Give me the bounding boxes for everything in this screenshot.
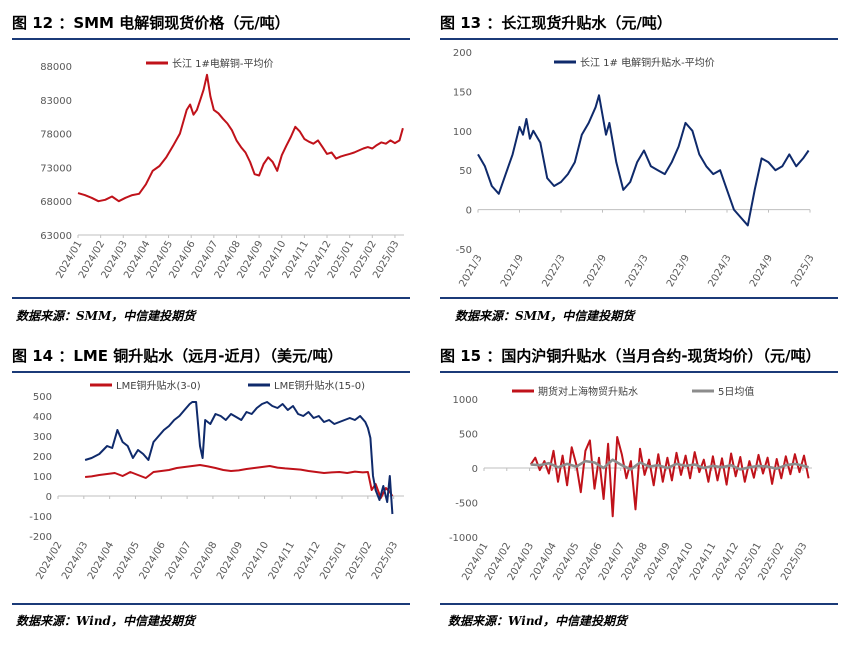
section-divider xyxy=(440,38,838,40)
y-tick-label: 78000 xyxy=(40,130,72,141)
section-divider xyxy=(12,371,410,373)
series-line xyxy=(77,73,404,203)
legend-label: 长江 1# 电解铜升贴水-平均价 xyxy=(580,56,715,69)
section-divider xyxy=(440,603,838,605)
y-tick-label: 63000 xyxy=(40,231,72,242)
y-tick-label: -1000 xyxy=(449,533,478,544)
section-divider xyxy=(12,38,410,40)
y-tick-label: -200 xyxy=(29,532,52,543)
legend-label: LME铜升贴水(3-0) xyxy=(116,379,201,392)
data-source-note: 数据来源：SMM，中信建投期货 xyxy=(16,309,196,323)
x-tick-label: 2021/9 xyxy=(499,253,526,289)
legend-label: 5日均值 xyxy=(718,385,754,398)
series-line xyxy=(84,401,394,515)
data-source-note: 数据来源：SMM，中信建投期货 xyxy=(455,309,635,323)
y-tick-label: 0 xyxy=(466,206,472,217)
legend-label: 期货对上海物贸升贴水 xyxy=(538,385,638,398)
x-tick-label: 2023/3 xyxy=(623,253,650,289)
y-tick-label: 100 xyxy=(453,127,472,138)
x-tick-label: 2024/3 xyxy=(706,253,733,289)
y-tick-label: 300 xyxy=(33,432,52,443)
data-source-note: 数据来源：Wind，中信建投期货 xyxy=(16,614,195,628)
y-tick-label: 0 xyxy=(472,464,478,475)
y-tick-label: 88000 xyxy=(40,62,72,73)
section-divider xyxy=(12,603,410,605)
y-tick-label: 83000 xyxy=(40,96,72,107)
data-source-note: 数据来源：Wind，中信建投期货 xyxy=(448,614,627,628)
legend-label: 长江 1#电解铜-平均价 xyxy=(172,57,274,70)
section-divider xyxy=(12,297,410,299)
series-line xyxy=(85,464,394,499)
chart-changjiang-spot-premium: -50 0 50 100 150 200 2021/3 2021/9 2022/3 2022/9 2… xyxy=(453,48,817,289)
y-tick-label: 1000 xyxy=(453,395,478,406)
x-tick-label: 2025/3 xyxy=(789,253,816,289)
series-line xyxy=(529,436,810,518)
x-tick-label: 2024/9 xyxy=(748,253,775,289)
y-tick-label: 200 xyxy=(33,452,52,463)
y-tick-label: 150 xyxy=(453,87,472,98)
x-tick-label: 2023/9 xyxy=(665,253,692,289)
panel-title: 图 15 ：国内沪铜升贴水（当月合约-现货均价）（元/吨） xyxy=(440,347,821,365)
panel-title: 图 14 ：LME 铜升贴水（远月-近月）（美元/吨） xyxy=(12,347,343,365)
chart-shfe-copper-basis: -1000-500050010002024/012024/022024/0320… xyxy=(449,385,812,582)
chart-smm-copper-spot-price: 6300068000730007800083000880002024/01202… xyxy=(40,57,404,280)
chart-lme-copper-spread: -200-10001002003004005002024/022024/0320… xyxy=(29,379,404,581)
y-tick-label: -50 xyxy=(456,245,472,256)
x-tick-label: 2021/3 xyxy=(457,253,484,289)
y-tick-label: 0 xyxy=(46,492,52,503)
panel-title: 图 13 ：长江现货升贴水（元/吨） xyxy=(440,14,672,32)
x-tick-label: 2022/9 xyxy=(582,253,609,289)
y-tick-label: 73000 xyxy=(40,163,72,174)
y-tick-label: 68000 xyxy=(40,197,72,208)
y-tick-label: 200 xyxy=(453,48,472,59)
legend-label: LME铜升贴水(15-0) xyxy=(274,379,365,392)
y-tick-label: 100 xyxy=(33,472,52,483)
y-tick-label: 400 xyxy=(33,412,52,423)
y-tick-label: -100 xyxy=(29,512,52,523)
y-tick-label: -500 xyxy=(455,499,478,510)
section-divider xyxy=(440,371,838,373)
series-line xyxy=(477,94,810,227)
x-tick-label: 2022/3 xyxy=(540,253,567,289)
section-divider xyxy=(440,297,838,299)
y-tick-label: 500 xyxy=(33,392,52,403)
series-line xyxy=(530,458,809,471)
y-tick-label: 50 xyxy=(459,166,472,177)
panel-title: 图 12 ：SMM 电解铜现货价格（元/吨） xyxy=(12,14,290,32)
y-tick-label: 500 xyxy=(459,430,478,441)
x-tick-label: 2025/03 xyxy=(370,540,400,581)
